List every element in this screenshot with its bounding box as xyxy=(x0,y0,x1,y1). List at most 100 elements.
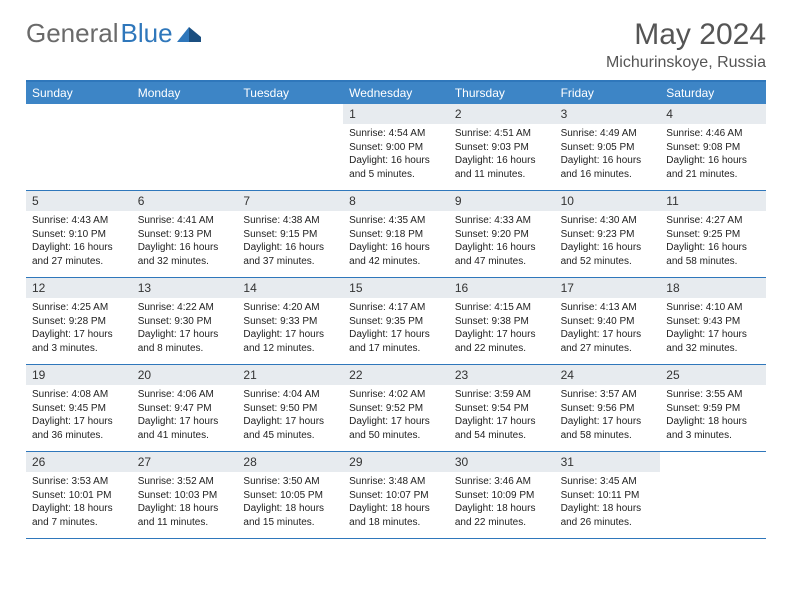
day-details: Sunrise: 4:46 AMSunset: 9:08 PMDaylight:… xyxy=(660,124,766,186)
day-details: Sunrise: 4:25 AMSunset: 9:28 PMDaylight:… xyxy=(26,298,132,360)
day-number: 23 xyxy=(449,365,555,385)
day-number: 10 xyxy=(555,191,661,211)
day-cell: 9Sunrise: 4:33 AMSunset: 9:20 PMDaylight… xyxy=(449,191,555,277)
day-cell xyxy=(132,104,238,190)
day-number: 5 xyxy=(26,191,132,211)
logo-word2: Blue xyxy=(121,18,173,49)
day-details: Sunrise: 4:06 AMSunset: 9:47 PMDaylight:… xyxy=(132,385,238,447)
day-details: Sunrise: 4:38 AMSunset: 9:15 PMDaylight:… xyxy=(237,211,343,273)
day-details: Sunrise: 3:46 AMSunset: 10:09 PMDaylight… xyxy=(449,472,555,534)
day-number: 27 xyxy=(132,452,238,472)
day-cell: 8Sunrise: 4:35 AMSunset: 9:18 PMDaylight… xyxy=(343,191,449,277)
day-cell: 30Sunrise: 3:46 AMSunset: 10:09 PMDaylig… xyxy=(449,452,555,538)
day-number: 29 xyxy=(343,452,449,472)
day-number: 3 xyxy=(555,104,661,124)
title-block: May 2024 Michurinskoye, Russia xyxy=(606,18,766,72)
page: GeneralBlue May 2024 Michurinskoye, Russ… xyxy=(0,0,792,557)
day-cell: 15Sunrise: 4:17 AMSunset: 9:35 PMDayligh… xyxy=(343,278,449,364)
day-number: 2 xyxy=(449,104,555,124)
location: Michurinskoye, Russia xyxy=(606,54,766,72)
day-details: Sunrise: 3:57 AMSunset: 9:56 PMDaylight:… xyxy=(555,385,661,447)
day-number: 21 xyxy=(237,365,343,385)
day-number: 30 xyxy=(449,452,555,472)
day-cell: 18Sunrise: 4:10 AMSunset: 9:43 PMDayligh… xyxy=(660,278,766,364)
day-details: Sunrise: 4:04 AMSunset: 9:50 PMDaylight:… xyxy=(237,385,343,447)
day-number: 11 xyxy=(660,191,766,211)
calendar-week: 12Sunrise: 4:25 AMSunset: 9:28 PMDayligh… xyxy=(26,278,766,365)
day-cell: 4Sunrise: 4:46 AMSunset: 9:08 PMDaylight… xyxy=(660,104,766,190)
day-cell: 17Sunrise: 4:13 AMSunset: 9:40 PMDayligh… xyxy=(555,278,661,364)
day-number: 26 xyxy=(26,452,132,472)
day-details: Sunrise: 4:08 AMSunset: 9:45 PMDaylight:… xyxy=(26,385,132,447)
day-details: Sunrise: 4:41 AMSunset: 9:13 PMDaylight:… xyxy=(132,211,238,273)
day-number: 14 xyxy=(237,278,343,298)
logo-mark-icon xyxy=(177,24,203,44)
logo-word1: General xyxy=(26,18,119,49)
day-details: Sunrise: 3:52 AMSunset: 10:03 PMDaylight… xyxy=(132,472,238,534)
day-cell: 23Sunrise: 3:59 AMSunset: 9:54 PMDayligh… xyxy=(449,365,555,451)
day-number: 22 xyxy=(343,365,449,385)
weekday-header: Tuesday xyxy=(237,82,343,104)
day-details: Sunrise: 3:59 AMSunset: 9:54 PMDaylight:… xyxy=(449,385,555,447)
day-details: Sunrise: 4:43 AMSunset: 9:10 PMDaylight:… xyxy=(26,211,132,273)
day-number: 28 xyxy=(237,452,343,472)
calendar-week: 19Sunrise: 4:08 AMSunset: 9:45 PMDayligh… xyxy=(26,365,766,452)
day-cell: 1Sunrise: 4:54 AMSunset: 9:00 PMDaylight… xyxy=(343,104,449,190)
weekday-header: Saturday xyxy=(660,82,766,104)
day-details: Sunrise: 4:30 AMSunset: 9:23 PMDaylight:… xyxy=(555,211,661,273)
day-number xyxy=(237,104,343,110)
day-number: 18 xyxy=(660,278,766,298)
day-number: 13 xyxy=(132,278,238,298)
day-cell: 20Sunrise: 4:06 AMSunset: 9:47 PMDayligh… xyxy=(132,365,238,451)
day-cell: 13Sunrise: 4:22 AMSunset: 9:30 PMDayligh… xyxy=(132,278,238,364)
day-cell: 28Sunrise: 3:50 AMSunset: 10:05 PMDaylig… xyxy=(237,452,343,538)
day-cell: 24Sunrise: 3:57 AMSunset: 9:56 PMDayligh… xyxy=(555,365,661,451)
day-cell: 22Sunrise: 4:02 AMSunset: 9:52 PMDayligh… xyxy=(343,365,449,451)
day-number: 20 xyxy=(132,365,238,385)
weekday-header: Monday xyxy=(132,82,238,104)
day-number xyxy=(132,104,238,110)
calendar-week: 1Sunrise: 4:54 AMSunset: 9:00 PMDaylight… xyxy=(26,104,766,191)
day-cell: 7Sunrise: 4:38 AMSunset: 9:15 PMDaylight… xyxy=(237,191,343,277)
day-number: 17 xyxy=(555,278,661,298)
day-cell xyxy=(26,104,132,190)
day-details: Sunrise: 4:17 AMSunset: 9:35 PMDaylight:… xyxy=(343,298,449,360)
weekday-header: Sunday xyxy=(26,82,132,104)
day-cell: 26Sunrise: 3:53 AMSunset: 10:01 PMDaylig… xyxy=(26,452,132,538)
day-details: Sunrise: 3:50 AMSunset: 10:05 PMDaylight… xyxy=(237,472,343,534)
day-number: 7 xyxy=(237,191,343,211)
day-details: Sunrise: 4:10 AMSunset: 9:43 PMDaylight:… xyxy=(660,298,766,360)
day-details: Sunrise: 4:13 AMSunset: 9:40 PMDaylight:… xyxy=(555,298,661,360)
weekday-header: Friday xyxy=(555,82,661,104)
day-cell: 11Sunrise: 4:27 AMSunset: 9:25 PMDayligh… xyxy=(660,191,766,277)
day-details: Sunrise: 4:35 AMSunset: 9:18 PMDaylight:… xyxy=(343,211,449,273)
weekday-header-row: Sunday Monday Tuesday Wednesday Thursday… xyxy=(26,82,766,104)
calendar: Sunday Monday Tuesday Wednesday Thursday… xyxy=(26,80,766,539)
month-title: May 2024 xyxy=(606,18,766,52)
day-details: Sunrise: 4:51 AMSunset: 9:03 PMDaylight:… xyxy=(449,124,555,186)
day-details: Sunrise: 3:45 AMSunset: 10:11 PMDaylight… xyxy=(555,472,661,534)
day-number: 8 xyxy=(343,191,449,211)
day-cell: 21Sunrise: 4:04 AMSunset: 9:50 PMDayligh… xyxy=(237,365,343,451)
calendar-week: 26Sunrise: 3:53 AMSunset: 10:01 PMDaylig… xyxy=(26,452,766,539)
calendar-week: 5Sunrise: 4:43 AMSunset: 9:10 PMDaylight… xyxy=(26,191,766,278)
day-cell: 16Sunrise: 4:15 AMSunset: 9:38 PMDayligh… xyxy=(449,278,555,364)
day-details: Sunrise: 4:22 AMSunset: 9:30 PMDaylight:… xyxy=(132,298,238,360)
day-details: Sunrise: 4:49 AMSunset: 9:05 PMDaylight:… xyxy=(555,124,661,186)
day-details: Sunrise: 4:02 AMSunset: 9:52 PMDaylight:… xyxy=(343,385,449,447)
day-details: Sunrise: 3:48 AMSunset: 10:07 PMDaylight… xyxy=(343,472,449,534)
day-cell: 12Sunrise: 4:25 AMSunset: 9:28 PMDayligh… xyxy=(26,278,132,364)
day-details: Sunrise: 4:15 AMSunset: 9:38 PMDaylight:… xyxy=(449,298,555,360)
header: GeneralBlue May 2024 Michurinskoye, Russ… xyxy=(26,18,766,72)
day-cell: 10Sunrise: 4:30 AMSunset: 9:23 PMDayligh… xyxy=(555,191,661,277)
logo: GeneralBlue xyxy=(26,18,203,49)
day-number: 9 xyxy=(449,191,555,211)
day-number xyxy=(26,104,132,110)
day-number: 31 xyxy=(555,452,661,472)
day-cell: 25Sunrise: 3:55 AMSunset: 9:59 PMDayligh… xyxy=(660,365,766,451)
day-cell: 5Sunrise: 4:43 AMSunset: 9:10 PMDaylight… xyxy=(26,191,132,277)
day-number xyxy=(660,452,766,458)
weekday-header: Wednesday xyxy=(343,82,449,104)
day-number: 16 xyxy=(449,278,555,298)
day-details: Sunrise: 3:53 AMSunset: 10:01 PMDaylight… xyxy=(26,472,132,534)
